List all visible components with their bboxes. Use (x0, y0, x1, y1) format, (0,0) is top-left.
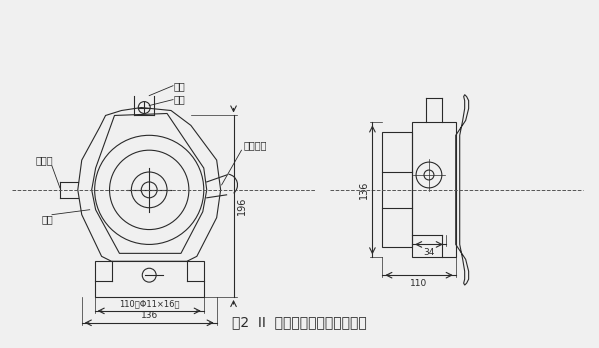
Bar (95, 261, 204, 297)
Text: 复位手柄: 复位手柄 (243, 140, 267, 150)
Text: 196: 196 (237, 197, 247, 215)
Text: 壳体: 壳体 (41, 215, 53, 224)
Text: 34: 34 (423, 248, 435, 258)
Text: 出线口: 出线口 (35, 155, 53, 165)
Text: 110（Φ11×16）: 110（Φ11×16） (119, 299, 180, 308)
Bar (382, 132, 412, 247)
Text: 拉环: 拉环 (174, 81, 186, 91)
Bar (412, 122, 456, 257)
Text: 110: 110 (410, 279, 428, 288)
Text: 136: 136 (359, 181, 370, 199)
Text: 136: 136 (141, 311, 158, 320)
Text: 摆臂: 摆臂 (174, 95, 186, 105)
Text: 图2  II  型拉绳开关外形结构简图: 图2 II 型拉绳开关外形结构简图 (232, 315, 367, 329)
